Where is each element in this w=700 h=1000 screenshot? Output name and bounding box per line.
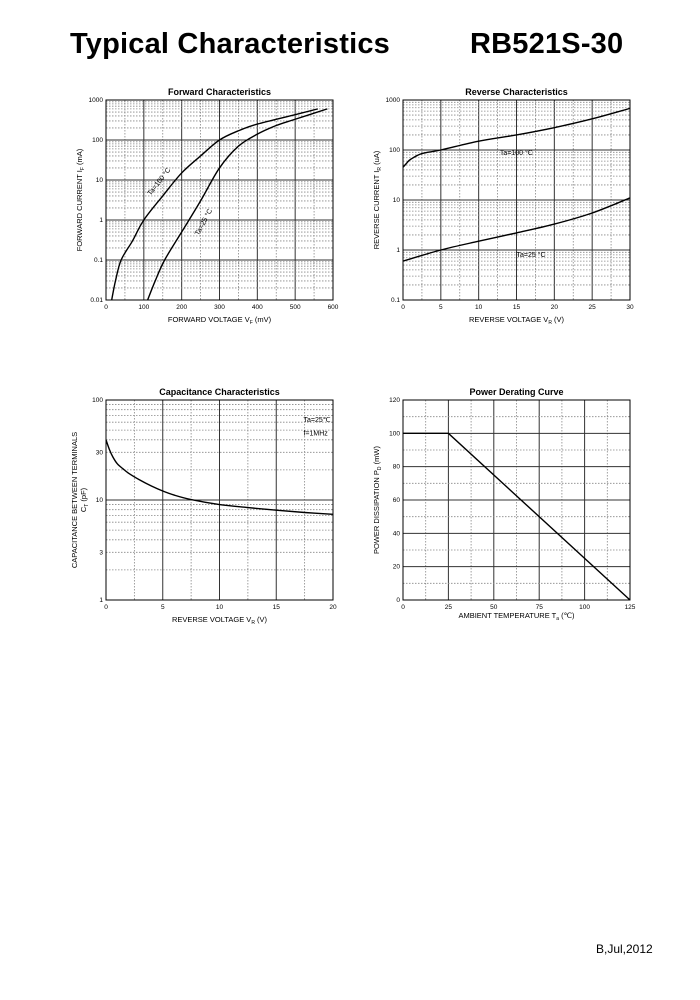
y-tick-label: 30 bbox=[96, 449, 104, 456]
series-line-ct bbox=[105, 439, 334, 515]
chart-1: Forward Characteristics 0 100 200 300 400 500 6… bbox=[75, 87, 339, 326]
y-tick-label: 120 bbox=[389, 397, 400, 404]
y-tick-label: 80 bbox=[393, 464, 401, 471]
chart-title: Power Derating Curve bbox=[469, 387, 563, 397]
y-tick-label: 20 bbox=[393, 564, 401, 571]
y-tick-label: 10 bbox=[96, 497, 104, 504]
curve-annotation: Ta=100 °C bbox=[146, 166, 173, 197]
x-tick-label: 500 bbox=[290, 304, 301, 311]
y-tick-label: 100 bbox=[389, 430, 400, 437]
x-tick-label: 400 bbox=[252, 304, 263, 311]
page-title: Typical Characteristics bbox=[70, 28, 390, 60]
y-tick-label: 1000 bbox=[386, 97, 401, 104]
x-tick-label: 200 bbox=[176, 304, 187, 311]
x-tick-label: 100 bbox=[579, 604, 590, 611]
curve-annotation: Ta=25 °C bbox=[517, 251, 546, 259]
x-tick-label: 5 bbox=[161, 604, 165, 611]
x-tick-label: 10 bbox=[475, 304, 483, 311]
x-axis-label: REVERSE VOLTAGE VR (V) bbox=[469, 315, 565, 326]
x-tick-label: 125 bbox=[625, 604, 636, 611]
chart-3: Capacitance Characteristics 0 5 10 15 20 1 3 10 3… bbox=[70, 387, 337, 626]
x-tick-label: 30 bbox=[626, 304, 634, 311]
x-tick-label: 50 bbox=[490, 604, 498, 611]
y-tick-label: 10 bbox=[96, 177, 104, 184]
x-tick-label: 0 bbox=[104, 304, 108, 311]
x-axis-label: REVERSE VOLTAGE VR (V) bbox=[172, 615, 268, 626]
x-tick-label: 300 bbox=[214, 304, 225, 311]
curve-annotation: f=1MHz bbox=[303, 431, 328, 438]
plot-frame bbox=[105, 399, 334, 601]
x-tick-label: 25 bbox=[445, 604, 453, 611]
curve-annotation: Ta=25℃ bbox=[303, 417, 330, 424]
x-tick-label: 0 bbox=[104, 604, 108, 611]
y-axis-label: REVERSE CURRENT IR (uA) bbox=[372, 150, 383, 249]
y-tick-label: 40 bbox=[393, 530, 401, 537]
curve-annotation: Ta=100 °C bbox=[500, 149, 533, 157]
chart-title: Forward Characteristics bbox=[168, 87, 271, 97]
series-line-ta-25-c bbox=[146, 108, 328, 301]
x-tick-label: 0 bbox=[401, 304, 405, 311]
y-axis-label: FORWARD CURRENT IF (mA) bbox=[75, 148, 86, 251]
y-tick-label: 0.1 bbox=[94, 257, 103, 264]
chart-title: Reverse Characteristics bbox=[465, 87, 568, 97]
y-tick-label: 3 bbox=[99, 549, 103, 556]
plot-frame bbox=[402, 399, 631, 601]
x-tick-label: 20 bbox=[551, 304, 559, 311]
x-axis-label: FORWARD VOLTAGE VF (mV) bbox=[168, 315, 272, 326]
x-tick-label: 15 bbox=[513, 304, 521, 311]
x-tick-label: 25 bbox=[589, 304, 597, 311]
y-tick-label: 1 bbox=[99, 597, 103, 604]
series-line-ta-25-c bbox=[402, 197, 631, 262]
y-tick-label: 100 bbox=[92, 137, 103, 144]
x-axis-label: AMBIENT TEMPERATURE Ta (℃) bbox=[458, 611, 575, 622]
series-line-ta-100-c bbox=[110, 108, 319, 301]
y-axis-label-line2: CT (pF) bbox=[79, 487, 90, 512]
y-tick-label: 60 bbox=[393, 497, 401, 504]
y-tick-label: 1 bbox=[99, 217, 103, 224]
y-tick-label: 0 bbox=[396, 597, 400, 604]
x-tick-label: 75 bbox=[536, 604, 544, 611]
y-tick-label: 100 bbox=[92, 397, 103, 404]
y-tick-label: 1000 bbox=[89, 97, 104, 104]
y-tick-label: 10 bbox=[393, 197, 401, 204]
x-tick-label: 0 bbox=[401, 604, 405, 611]
plot-frame bbox=[105, 99, 334, 301]
y-tick-label: 1 bbox=[396, 247, 400, 254]
x-tick-label: 100 bbox=[138, 304, 149, 311]
part-number: RB521S-30 bbox=[470, 28, 624, 60]
y-axis-label: POWER DISSIPATION PD (mW) bbox=[372, 446, 383, 554]
y-tick-label: 100 bbox=[389, 147, 400, 154]
series-line-ta-100-c bbox=[402, 107, 631, 168]
x-tick-label: 15 bbox=[273, 604, 281, 611]
y-tick-label: 0.01 bbox=[90, 297, 103, 304]
chart-2: Reverse Characteristics 0 5 10 15 20 25 30 0.1 1 1… bbox=[372, 87, 634, 326]
chart-4: Power Derating Curve 0 25 50 75 100 125 0 20 40 60… bbox=[372, 387, 636, 622]
y-tick-label: 0.1 bbox=[391, 297, 400, 304]
x-tick-label: 10 bbox=[216, 604, 224, 611]
y-axis-label: CAPACITANCE BETWEEN TERMINALS bbox=[70, 432, 79, 568]
plot-frame bbox=[402, 99, 631, 301]
revision-date: B,Jul,2012 bbox=[596, 942, 653, 956]
x-tick-label: 600 bbox=[328, 304, 339, 311]
series-line-pd bbox=[403, 432, 631, 601]
x-tick-label: 5 bbox=[439, 304, 443, 311]
x-tick-label: 20 bbox=[329, 604, 337, 611]
chart-title: Capacitance Characteristics bbox=[159, 387, 280, 397]
